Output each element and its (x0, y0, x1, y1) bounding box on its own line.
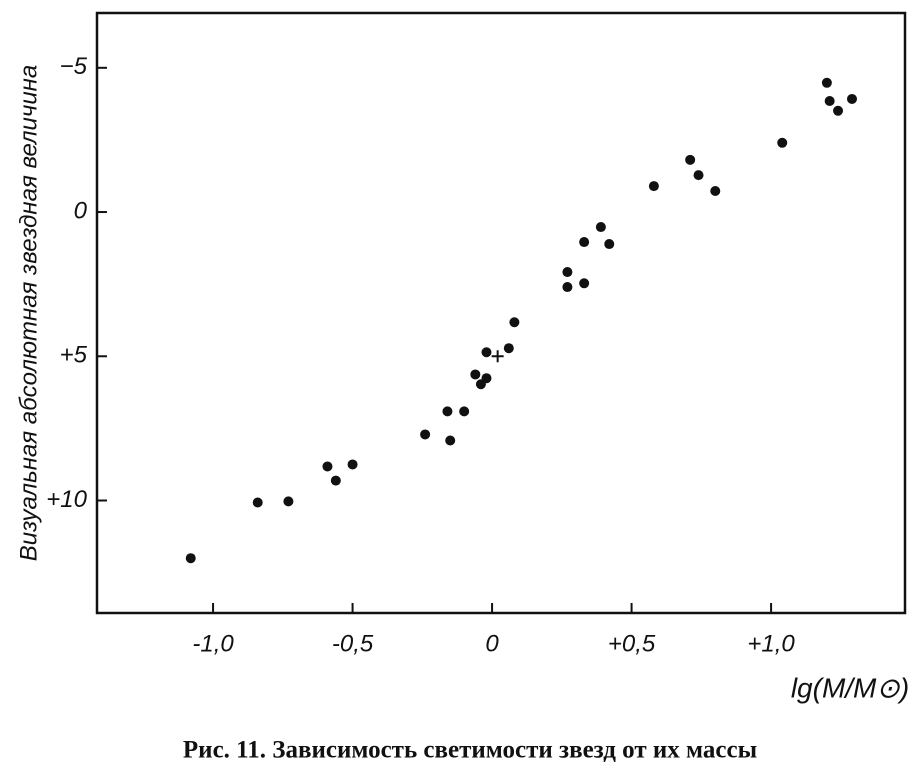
point (595, 222, 606, 233)
y-tick-label: 0 (74, 197, 88, 224)
point (459, 406, 470, 417)
y-tick-label: −5 (60, 53, 88, 80)
point (562, 267, 573, 278)
point (509, 317, 520, 328)
point (185, 553, 196, 564)
x-tick-label: -0,5 (332, 630, 374, 657)
y-axis-label: Визуальная абсолютная звездная величина (15, 65, 42, 561)
point (777, 137, 788, 148)
point (420, 429, 431, 440)
point (648, 181, 659, 192)
point (579, 237, 590, 248)
point (322, 461, 333, 472)
point (283, 496, 294, 507)
point (833, 105, 844, 116)
point (710, 185, 721, 196)
x-tick-label: +0,5 (608, 630, 656, 657)
point (846, 93, 857, 104)
x-tick-label: 0 (485, 630, 499, 657)
point (503, 343, 514, 354)
point (821, 77, 832, 88)
caption: Рис. 11. Зависимость светимости звезд от… (183, 737, 757, 764)
point (252, 497, 263, 508)
x-axis-label: lg(M/M⊙) (791, 672, 909, 703)
plot-frame (95, 11, 907, 615)
point (481, 373, 492, 384)
point (470, 369, 481, 380)
point (693, 170, 704, 181)
point (562, 282, 573, 293)
y-tick-label: +10 (46, 486, 87, 513)
point (445, 435, 456, 446)
point (347, 459, 358, 470)
x-tick-label: +1,0 (747, 630, 795, 657)
point (491, 350, 504, 363)
y-tick-label: +5 (60, 342, 88, 369)
point (579, 278, 590, 289)
point (442, 406, 453, 417)
x-tick-label: -1,0 (192, 630, 234, 657)
point (330, 475, 341, 486)
point (481, 347, 492, 358)
point (685, 154, 696, 165)
point (824, 95, 835, 106)
point (604, 239, 615, 250)
